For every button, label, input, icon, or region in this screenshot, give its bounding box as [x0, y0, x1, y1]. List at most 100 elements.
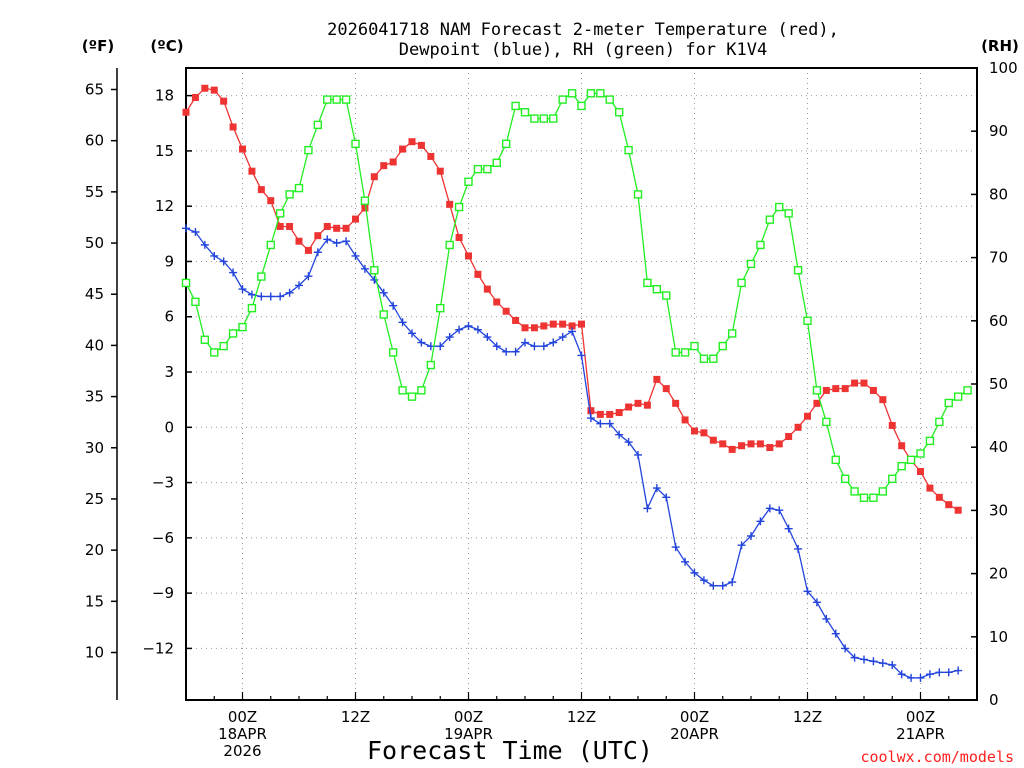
dewpoint-point [238, 285, 247, 294]
fahrenheit-unit-label: (ºF) [82, 37, 114, 55]
rh-point [191, 297, 200, 307]
celsius-tick-label: 18 [155, 87, 174, 105]
rh-point [803, 316, 812, 325]
temperature-point [719, 440, 727, 448]
dewpoint-point [191, 227, 200, 236]
dewpoint-point [445, 333, 454, 342]
dewpoint-point [888, 660, 897, 669]
rh-point [831, 455, 840, 465]
temperature-point [738, 442, 746, 450]
rh-point [756, 240, 765, 250]
temperature-point [370, 173, 378, 181]
x-tick-label: 12Z [567, 708, 596, 726]
temperature-point [869, 386, 877, 394]
temperature-point [455, 234, 463, 242]
temperature-point [342, 224, 350, 232]
rh-point [850, 487, 859, 496]
temperature-point [578, 320, 585, 328]
temperature-line [185, 87, 959, 511]
chart-title-line-1: 2026041718 NAM Forecast 2-meter Temperat… [327, 20, 839, 40]
fahrenheit-tick-label: 10 [85, 644, 104, 662]
fahrenheit-tick-label: 20 [85, 541, 104, 559]
rh-tick-label: 90 [989, 122, 1008, 140]
x-tick-label: 18APR [218, 725, 267, 743]
rh-point [709, 354, 718, 363]
dewpoint-point [634, 450, 642, 459]
temperature-point [794, 423, 802, 431]
dewpoint-point [765, 504, 774, 513]
rh-point [464, 177, 473, 186]
temperature-point [549, 320, 557, 328]
rh-point [888, 474, 897, 483]
fahrenheit-tick-label: 25 [85, 490, 104, 508]
dewpoint-point [436, 342, 445, 351]
rh-point [916, 449, 925, 458]
temperature-point [257, 186, 265, 194]
rh-tick-label: 10 [989, 628, 1008, 646]
dewpoint-point [360, 264, 369, 273]
celsius-tick-label: −12 [142, 639, 174, 657]
rh-point [473, 164, 483, 174]
temperature-point [483, 285, 491, 293]
temperature-point [239, 145, 246, 153]
rh-point [859, 493, 869, 502]
rh-point [247, 303, 257, 313]
rh-point [935, 417, 944, 427]
temperature-point [220, 97, 228, 105]
rh-point [746, 259, 756, 269]
dewpoint-point [916, 673, 925, 682]
dewpoint-point [624, 438, 633, 447]
temperature-point [304, 246, 312, 254]
rh-tick-label: 0 [989, 691, 999, 709]
fahrenheit-tick-label: 30 [85, 439, 104, 457]
dewpoint-point [295, 281, 303, 290]
temperature-point [898, 442, 906, 450]
dewpoint-point [944, 668, 953, 677]
rh-point [341, 95, 351, 104]
rh-point [285, 190, 294, 199]
temperature-point [559, 320, 567, 328]
rh-point [784, 209, 793, 218]
celsius-tick-label: 3 [164, 363, 174, 381]
dewpoint-point [219, 257, 228, 266]
temperature-point [248, 167, 256, 175]
temperature-point [747, 440, 755, 448]
celsius-unit-label: (ºC) [150, 37, 183, 55]
rh-point [633, 190, 643, 199]
rh-point [228, 329, 238, 338]
dewpoint-point [803, 587, 812, 596]
fahrenheit-tick-label: 60 [85, 132, 104, 150]
dewpoint-point [662, 493, 671, 502]
rh-tick-label: 60 [989, 312, 1008, 330]
temperature-point [267, 197, 275, 205]
dewpoint-point [577, 351, 586, 360]
rh-point [925, 436, 935, 446]
temperature-point [954, 506, 962, 514]
temperature-point [408, 138, 416, 146]
rh-point [897, 461, 906, 471]
dewpoint-point [699, 576, 708, 585]
x-tick-label: 20APR [670, 725, 719, 743]
temperature-point [389, 158, 397, 166]
rh-point [210, 348, 219, 357]
temperature-point [493, 298, 501, 306]
dewpoint-point [775, 506, 784, 515]
dewpoint-point [850, 653, 859, 662]
temperature-point [540, 322, 548, 330]
rh-point [643, 278, 652, 288]
x-tick-label: 00Z [906, 708, 935, 726]
temperature-point [229, 123, 237, 131]
temperature-point [323, 222, 331, 230]
dewpoint-point [492, 342, 501, 351]
dewpoint-point [756, 517, 765, 526]
dewpoint-point [681, 557, 690, 566]
axis-ticks: −12 −9 −6 −3 0 3 6 9 12 15 18 10 15 20 25 30 35 40 45 50 55 6… [85, 59, 1018, 760]
rh-point [275, 209, 285, 218]
rh-point [417, 386, 426, 395]
fahrenheit-tick-label: 35 [85, 388, 104, 406]
temperature-point [380, 162, 388, 170]
temperature-point [926, 484, 934, 492]
dewpoint-point [210, 251, 219, 260]
dewpoint-point [643, 504, 652, 513]
